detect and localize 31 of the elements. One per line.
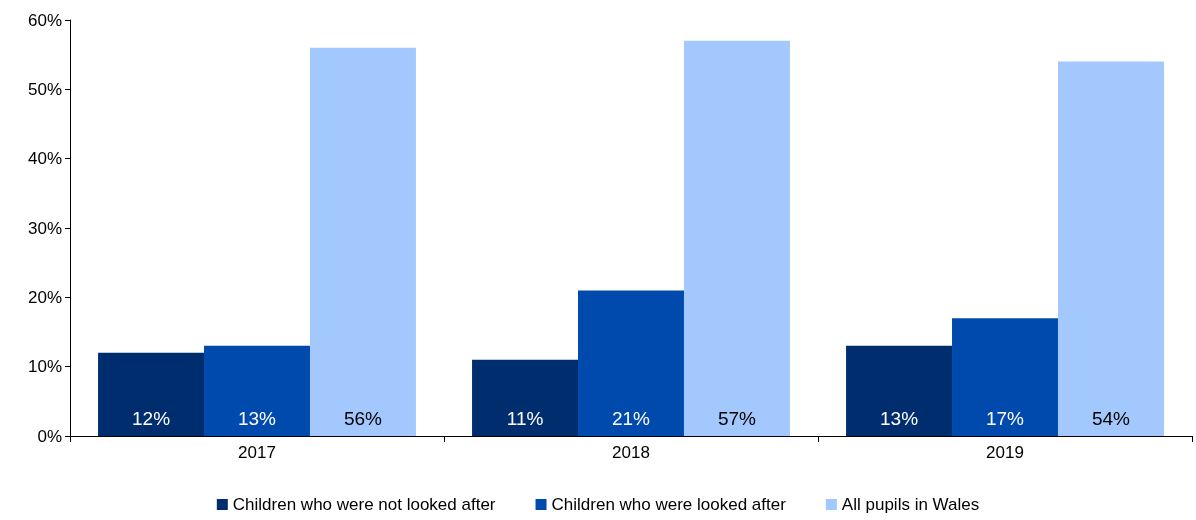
bar [683, 40, 790, 436]
data-label: 11% [506, 408, 544, 429]
bar [578, 290, 684, 436]
bar [309, 47, 416, 436]
legend-label: Children who were looked after [551, 495, 787, 514]
data-label: 57% [717, 408, 757, 429]
bar [204, 345, 310, 436]
y-tick-label: 40% [27, 149, 62, 169]
data-label: 13% [237, 408, 277, 429]
bar [1057, 61, 1164, 436]
data-label: 56% [343, 408, 383, 429]
data-label: 21% [611, 408, 651, 429]
x-tick-label: 2018 [612, 443, 650, 462]
data-label: 12% [132, 408, 171, 429]
data-label: 54% [1091, 408, 1131, 429]
x-tick-label: 2017 [238, 443, 276, 462]
y-tick-label: 10% [27, 357, 62, 377]
bar [472, 359, 579, 436]
y-tick-label: 20% [27, 287, 62, 307]
data-label: 17% [985, 408, 1025, 429]
bar [952, 318, 1058, 436]
bar [846, 345, 953, 436]
legend-label: All pupils in Wales [841, 495, 980, 514]
y-tick-label: 0% [37, 426, 62, 446]
x-tick-label: 2019 [986, 443, 1024, 462]
legend-label: Children who were not looked after [232, 495, 496, 514]
data-label: 13% [880, 408, 919, 429]
y-tick-label: 30% [27, 218, 62, 238]
bar [98, 352, 205, 436]
y-tick-label: 50% [27, 79, 62, 99]
y-tick-label: 60% [27, 10, 62, 30]
